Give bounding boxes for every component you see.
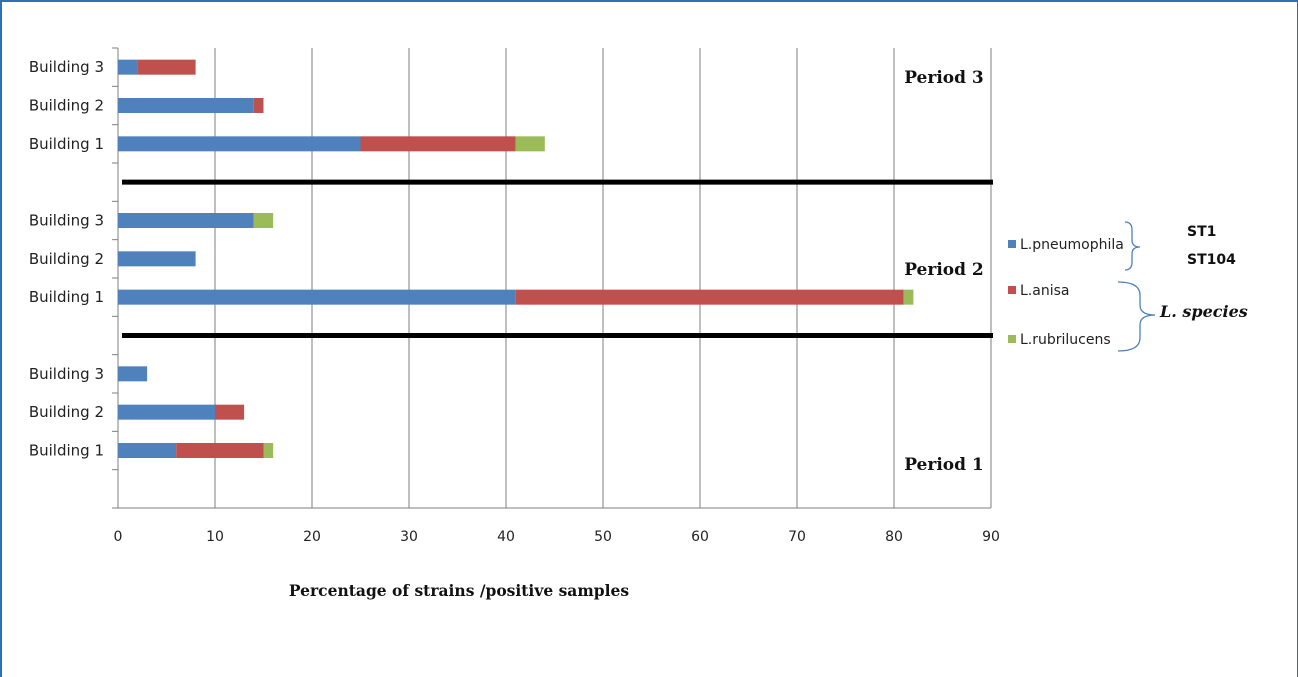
- bar-segment-L.rubrilucens: [253, 213, 274, 228]
- legend-annotation-species: L. species: [1159, 302, 1248, 321]
- bar-segment-L.pneumophila: [118, 289, 516, 305]
- brace-st-icon: [1124, 221, 1141, 271]
- category-label: Building 3: [29, 58, 104, 76]
- legend-label: L.rubrilucens: [1020, 332, 1111, 348]
- bar-segment-L.anisa: [515, 289, 904, 305]
- bar-segment-L.anisa: [253, 98, 264, 113]
- x-tick-label: 90: [982, 529, 1000, 545]
- legend-label: L.anisa: [1020, 283, 1069, 299]
- category-label: Building 3: [29, 212, 104, 230]
- bar-segment-L.rubrilucens: [263, 443, 274, 458]
- bar-segment-L.pneumophila: [118, 366, 148, 382]
- x-tick-label: 30: [400, 529, 418, 545]
- grid-lines: [214, 48, 992, 508]
- brace-species-icon: [1117, 281, 1156, 352]
- x-tick-label: 40: [497, 529, 515, 545]
- category-label: Building 2: [29, 97, 104, 115]
- bar-segment-L.pneumophila: [118, 98, 254, 113]
- x-tick-label: 10: [206, 529, 224, 545]
- period-label: Period 3: [904, 68, 984, 88]
- bar-segment-L.anisa: [360, 136, 516, 152]
- legend-swatch: [1008, 240, 1016, 248]
- bar-segment-L.anisa: [215, 404, 245, 420]
- legend-annotation-st104: ST104: [1187, 252, 1236, 268]
- bar-segment-L.pneumophila: [118, 213, 254, 228]
- bar-segment-L.pneumophila: [118, 251, 196, 267]
- legend-annotation-st1: ST1: [1187, 224, 1216, 240]
- category-label: Building 1: [29, 135, 104, 153]
- bar-segment-L.anisa: [137, 59, 196, 75]
- x-tick-label: 20: [303, 529, 321, 545]
- category-label: Building 1: [29, 288, 104, 306]
- category-label: Building 1: [29, 442, 104, 460]
- x-tick-label: 60: [691, 529, 709, 545]
- bar-segment-L.pneumophila: [118, 136, 361, 152]
- x-tick-labels: 0 10 20 30 40 50 60 70 80 90: [114, 529, 1000, 545]
- bar-segment-L.pneumophila: [118, 59, 138, 75]
- period-label: Period 2: [904, 260, 984, 280]
- x-tick-label: 0: [114, 529, 123, 545]
- legend-swatch: [1008, 286, 1016, 294]
- bar-segment-L.rubrilucens: [903, 289, 914, 305]
- x-tick-label: 70: [788, 529, 806, 545]
- legend: L.pneumophila L.anisa L.rubrilucens: [1008, 237, 1124, 348]
- bar-segment-L.pneumophila: [118, 404, 215, 420]
- period-labels: Period 3 Period 2 Period 1: [904, 68, 984, 475]
- category-label: Building 3: [29, 365, 104, 383]
- category-labels: Building 3 Building 2 Building 1 Building 3…: [29, 58, 104, 459]
- x-axis-title: Percentage of strains /positive samples: [289, 581, 629, 600]
- x-tick-label: 50: [594, 529, 612, 545]
- period-label: Period 1: [904, 455, 984, 475]
- bar-segment-L.rubrilucens: [515, 136, 545, 152]
- axes: [112, 47, 993, 509]
- bars: [118, 59, 914, 458]
- legend-label: L.pneumophila: [1020, 237, 1124, 253]
- bar-segment-L.pneumophila: [118, 443, 177, 458]
- legend-swatch: [1008, 335, 1016, 343]
- category-label: Building 2: [29, 403, 104, 421]
- category-label: Building 2: [29, 250, 104, 268]
- bar-segment-L.anisa: [176, 443, 264, 458]
- x-tick-label: 80: [885, 529, 903, 545]
